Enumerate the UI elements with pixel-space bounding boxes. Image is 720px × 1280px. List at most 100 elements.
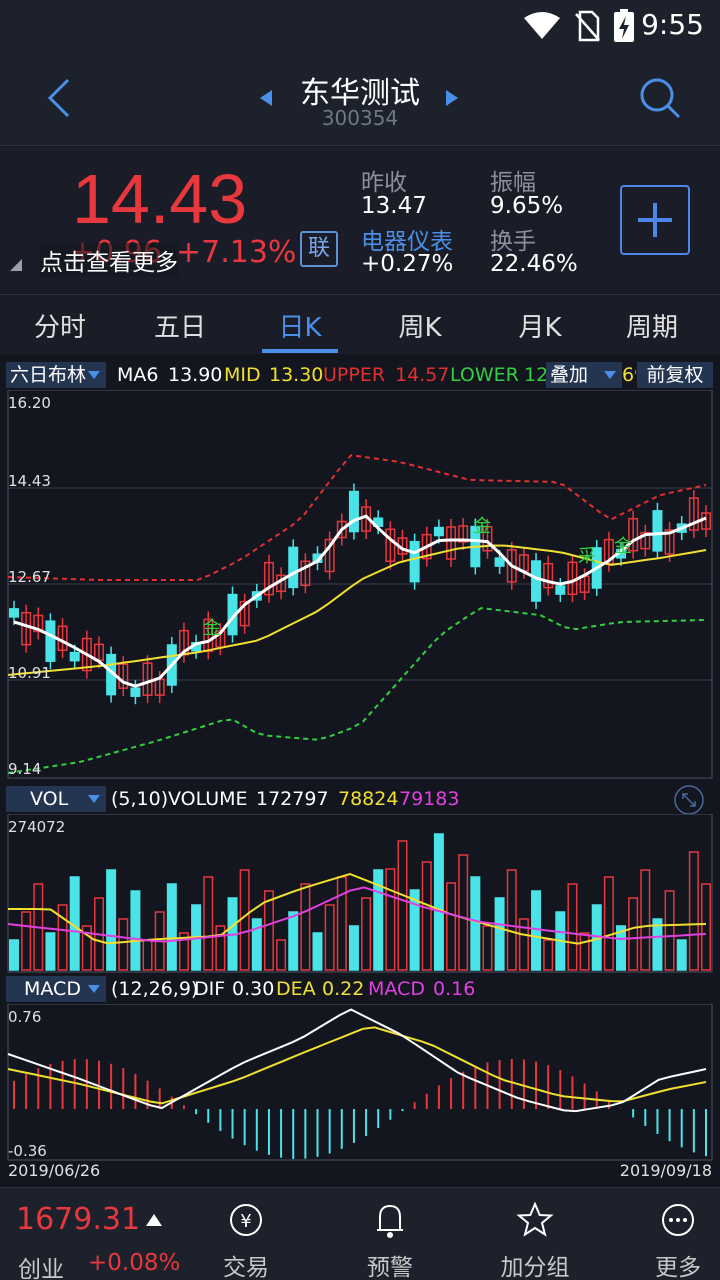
y-axis-label: 10.91 xyxy=(8,664,51,682)
volume-indicator-select-label: VOL xyxy=(30,788,69,810)
volume-indicator-select[interactable]: VOL xyxy=(6,786,106,812)
prev-close-label: 昨收 xyxy=(361,170,407,196)
chevron-down-icon xyxy=(88,985,100,993)
ma-value: 13.90 xyxy=(168,364,223,386)
nav-more-label: 更多 xyxy=(655,1255,701,1280)
macd-indicator-select-label: MACD xyxy=(24,978,81,1000)
star-icon xyxy=(516,1201,554,1237)
tab-five-day[interactable]: 五日 xyxy=(153,313,206,343)
tab-monthly-k[interactable]: 月K xyxy=(518,313,562,343)
more-icon xyxy=(662,1204,694,1236)
volume-bar xyxy=(579,932,590,971)
candle-body xyxy=(482,525,493,552)
search-icon[interactable] xyxy=(638,76,682,120)
tab-weekly-k[interactable]: 周K xyxy=(398,313,442,343)
candle-body xyxy=(628,517,639,552)
volume-bar xyxy=(688,851,699,971)
volume-bar xyxy=(518,918,529,971)
macd-indicator-select[interactable]: MACD xyxy=(6,976,106,1002)
candle-body xyxy=(385,528,396,563)
signal-marker: 金 xyxy=(473,516,491,537)
candle-body xyxy=(640,531,651,550)
tab-intraday[interactable]: 分时 xyxy=(33,313,86,343)
no-sim-icon xyxy=(575,10,600,42)
macd-params: (12,26,9) xyxy=(111,978,199,1000)
main-indicator-select[interactable]: 六日布林 xyxy=(6,362,106,388)
tab-period[interactable]: 周期 xyxy=(625,313,678,343)
upper-value: 14.57 xyxy=(395,364,450,386)
volume-bar xyxy=(215,925,226,971)
index-change: +0.08% xyxy=(88,1250,181,1276)
turnover-value: 22.46% xyxy=(490,251,578,277)
candle-body xyxy=(336,520,347,539)
volume-bar xyxy=(506,869,517,971)
volume-bar xyxy=(421,861,432,971)
linked-button[interactable]: 联 xyxy=(300,231,338,267)
active-tab-indicator xyxy=(262,349,338,353)
volume-chart[interactable]: 274072 xyxy=(0,814,720,974)
add-watchlist-button[interactable] xyxy=(620,185,690,255)
volume-indicator-bar: VOL (5,10) VOLUME 172797 78824 79183 xyxy=(0,784,720,816)
vol-ma10-line xyxy=(7,886,707,943)
nav-add-group[interactable]: 加分组 xyxy=(485,1200,585,1280)
vol-ma10-value: 79183 xyxy=(399,788,460,810)
y-axis-label: 9.14 xyxy=(8,760,41,778)
volume-bar xyxy=(640,869,651,971)
volume-bar xyxy=(567,883,578,971)
macd-chart[interactable]: 0.76 -0.36 2019/06/26 2019/09/18 xyxy=(0,1004,720,1186)
back-icon[interactable] xyxy=(44,76,74,120)
period-tabs: 分时 五日 日K 周K 月K 周期 xyxy=(0,294,720,354)
signal-marker: 金 xyxy=(203,618,221,639)
candle-body xyxy=(239,600,250,627)
volume-bar xyxy=(348,925,359,971)
candle-body xyxy=(531,560,542,602)
macd-y-top-label: 0.76 xyxy=(8,1008,41,1026)
volume-bar xyxy=(676,939,687,971)
dif-label: DIF xyxy=(194,978,226,1000)
volume-bar xyxy=(470,876,481,971)
volume-bar xyxy=(385,868,396,971)
candle-body xyxy=(409,540,420,583)
prev-stock-icon[interactable] xyxy=(258,88,274,108)
tab-daily-k[interactable]: 日K xyxy=(278,313,322,343)
volume-bar xyxy=(336,876,347,971)
candle-body xyxy=(300,560,311,587)
view-more-hint[interactable]: 点击查看更多 xyxy=(40,243,178,277)
yuan-exchange-icon: ¥ xyxy=(230,1204,262,1236)
y-axis-label: 16.20 xyxy=(8,394,51,412)
plus-icon xyxy=(638,203,672,237)
lower-label: LOWER xyxy=(450,364,519,386)
volume-bar xyxy=(263,890,274,971)
expand-icon[interactable] xyxy=(673,784,705,816)
volume-label: VOLUME xyxy=(168,788,248,810)
index-value[interactable]: 1679.31 xyxy=(16,1202,141,1237)
bottom-bar: 1679.31 创业 +0.08% ¥ 交易 预警 加分组 更多 xyxy=(0,1187,720,1280)
date-start-label: 2019/06/26 xyxy=(8,1161,100,1180)
candle-body xyxy=(348,490,359,533)
volume-bar xyxy=(531,890,542,971)
nav-more[interactable]: 更多 xyxy=(628,1200,720,1280)
chart-border xyxy=(7,814,713,973)
mid-band-line xyxy=(7,544,707,676)
overlay-select[interactable]: 叠加 xyxy=(546,362,622,388)
sector-link[interactable]: 电器仪表 xyxy=(361,229,453,255)
adjust-button[interactable]: 前复权 xyxy=(637,362,713,388)
chevron-down-icon xyxy=(88,371,100,379)
nav-alert[interactable]: 预警 xyxy=(340,1200,440,1280)
volume-bar xyxy=(178,932,189,971)
next-stock-icon[interactable] xyxy=(444,88,460,108)
quote-panel[interactable]: 14.43 +0.96 +7.13% 点击查看更多 联 昨收 13.47 电器仪… xyxy=(0,147,720,293)
chevron-down-icon xyxy=(604,371,616,379)
volume-bar xyxy=(361,897,372,971)
dif-value: 0.30 xyxy=(232,978,275,1000)
candlestick-chart[interactable]: 16.20 14.43 12.67 10.91 9.14 金 金 采 金 xyxy=(0,390,720,780)
candle-body xyxy=(69,651,80,662)
bell-icon xyxy=(377,1204,403,1238)
turnover-label: 换手 xyxy=(490,229,536,255)
sector-change: +0.27% xyxy=(361,251,454,277)
upper-label: UPPER xyxy=(323,364,386,386)
index-toggle-icon[interactable] xyxy=(146,1214,162,1226)
nav-trade[interactable]: ¥ 交易 xyxy=(196,1200,296,1280)
nav-add-group-label: 加分组 xyxy=(500,1255,570,1280)
volume-bar xyxy=(409,889,420,971)
